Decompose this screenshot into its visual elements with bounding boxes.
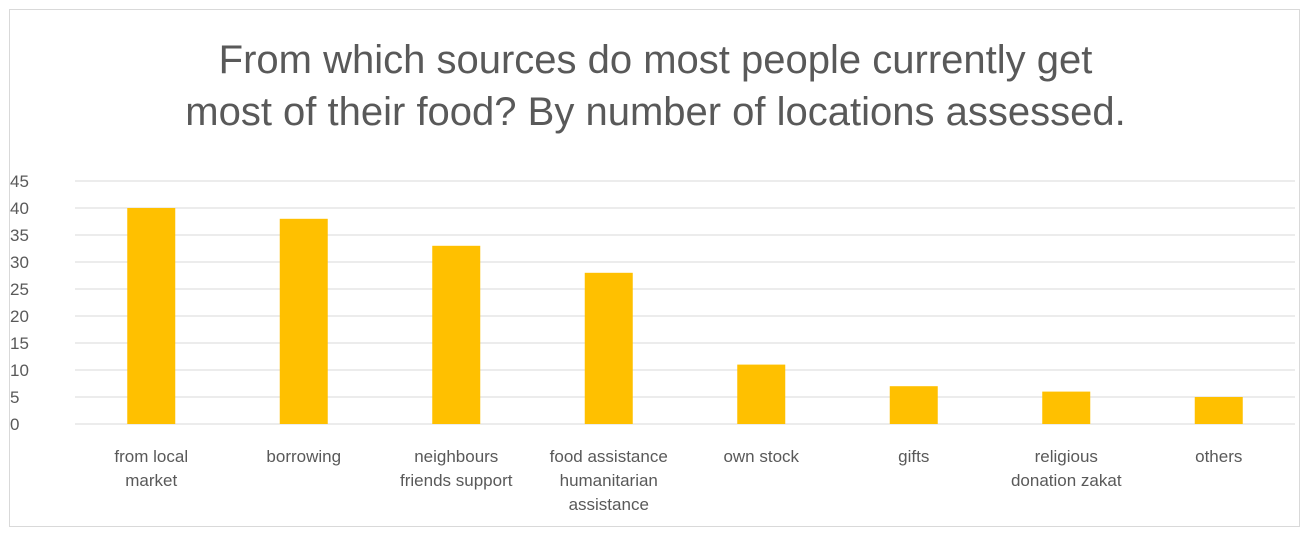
chart-title-line-2: most of their food? By number of locatio… [185, 90, 1126, 134]
x-category-label: borrowing [266, 447, 341, 466]
y-tick-label: 10 [10, 361, 29, 380]
bar [889, 386, 938, 424]
y-tick-label: 45 [10, 172, 29, 191]
chart-title-line-1: From which sources do most people curren… [218, 38, 1093, 82]
bar [1042, 391, 1091, 424]
bar [127, 208, 176, 424]
x-category-label: food assistance humanitarian assistance [550, 447, 668, 514]
bars [127, 208, 1243, 424]
y-tick-label: 20 [10, 307, 29, 326]
y-tick-label: 40 [10, 199, 29, 218]
y-tick-label: 15 [10, 334, 29, 353]
bar [584, 272, 633, 424]
y-tick-label: 30 [10, 253, 29, 272]
x-category-label: from local market [114, 447, 188, 490]
bar [1194, 397, 1243, 424]
y-tick-label: 25 [10, 280, 29, 299]
bar [737, 364, 786, 424]
x-category-label: religious donation zakat [1011, 447, 1122, 490]
y-axis-ticks: 0 5 10 15 20 25 30 35 40 45 [10, 172, 29, 434]
y-tick-label: 35 [10, 226, 29, 245]
bar [432, 245, 481, 424]
x-axis-categories: from local market borrowing neighbours frien… [114, 447, 1242, 514]
chart-area [9, 9, 1300, 527]
bar [279, 218, 328, 424]
x-category-label: own stock [723, 447, 799, 466]
x-category-label: gifts [898, 447, 929, 466]
chart-title: From which sources do most people curren… [0, 34, 1311, 138]
y-tick-label: 0 [10, 415, 19, 434]
x-category-label: neighbours friends support [400, 447, 513, 490]
x-category-label: others [1195, 447, 1242, 466]
y-tick-label: 5 [10, 388, 19, 407]
gridlines [75, 180, 1295, 425]
